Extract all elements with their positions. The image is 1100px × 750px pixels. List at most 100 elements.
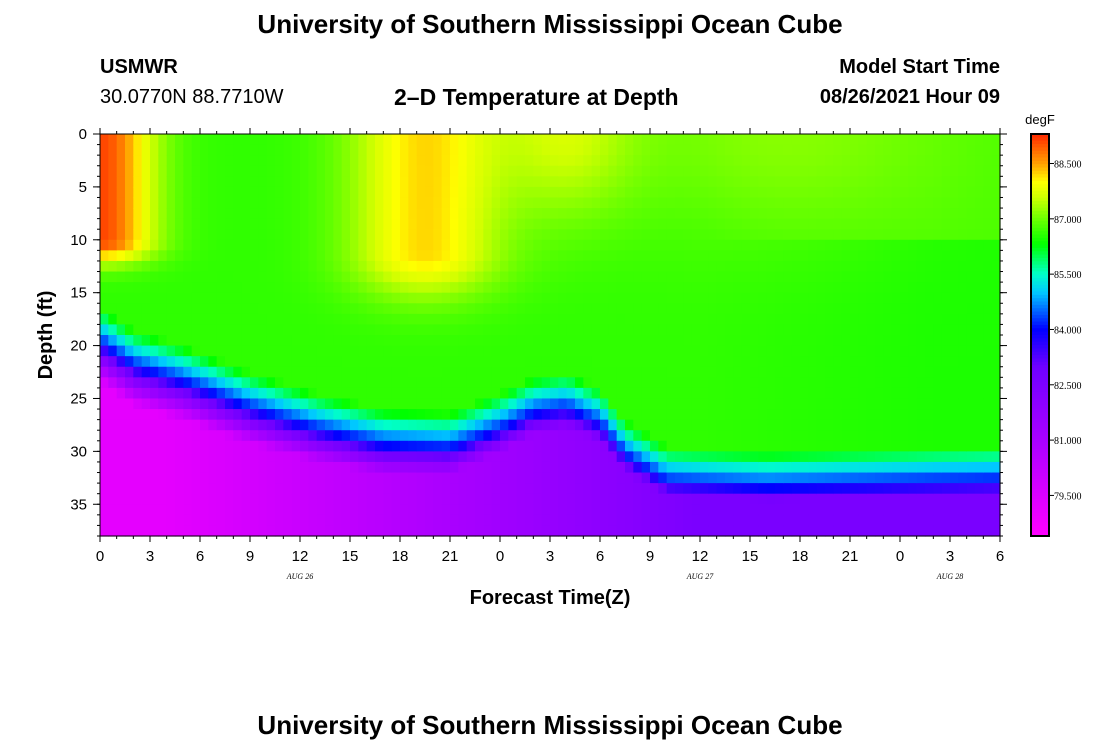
heatmap-cell (558, 335, 568, 347)
heatmap-cell (783, 409, 793, 421)
heatmap-cell (475, 409, 484, 421)
heatmap-cell (766, 398, 776, 410)
heatmap-cell (850, 366, 859, 378)
heatmap-cell (733, 218, 743, 230)
heatmap-cell (566, 483, 576, 495)
heatmap-cell (250, 324, 259, 336)
heatmap-cell (516, 387, 526, 400)
heatmap-cell (916, 292, 926, 304)
heatmap-cell (225, 483, 234, 495)
heatmap-cell (808, 440, 818, 452)
heatmap-cell (483, 387, 493, 400)
heatmap-cell (466, 197, 476, 209)
heatmap-cell (675, 377, 684, 389)
heatmap-cell (358, 451, 368, 463)
heatmap-cell (841, 493, 851, 505)
heatmap-cell (516, 218, 526, 230)
heatmap-cell (316, 324, 326, 336)
heatmap-cell (841, 292, 851, 304)
heatmap-cell (758, 313, 768, 326)
heatmap-cell (900, 250, 909, 262)
heatmap-cell (775, 398, 784, 410)
heatmap-cell (683, 525, 693, 537)
heatmap-cell (250, 493, 259, 505)
heatmap-cell (800, 208, 809, 220)
heatmap-cell (358, 483, 368, 495)
heatmap-cell (208, 134, 218, 146)
heatmap-cell (316, 493, 326, 505)
colorbar-swatch (1031, 492, 1049, 497)
heatmap-cell (441, 472, 451, 484)
heatmap-cell (266, 324, 276, 336)
heatmap-cell (950, 134, 959, 146)
heatmap-cell (750, 472, 759, 484)
heatmap-cell (125, 419, 134, 431)
heatmap-cell (125, 335, 134, 347)
heatmap-cell (341, 208, 351, 220)
heatmap-cell (608, 409, 618, 421)
heatmap-cell (891, 282, 901, 294)
heatmap-cell (441, 250, 451, 262)
heatmap-cell (791, 260, 801, 273)
y-tick-label: 20 (70, 338, 87, 355)
heatmap-cell (283, 356, 293, 368)
heatmap-cell (375, 271, 384, 283)
heatmap-cell (383, 134, 393, 146)
heatmap-cell (183, 324, 193, 336)
heatmap-cell (941, 419, 951, 431)
heatmap-cell (483, 345, 493, 357)
heatmap-cell (341, 504, 351, 516)
heatmap-cell (341, 419, 351, 431)
heatmap-cell (875, 409, 884, 421)
heatmap-cell (541, 250, 551, 262)
heatmap-cell (283, 186, 293, 199)
heatmap-cell (458, 335, 468, 347)
heatmap-cell (650, 335, 659, 347)
heatmap-cell (191, 430, 201, 442)
heatmap-cell (516, 398, 526, 410)
heatmap-cell (508, 292, 518, 304)
heatmap-cell (116, 461, 126, 474)
heatmap-cell (241, 377, 251, 389)
heatmap-cell (225, 398, 234, 410)
heatmap-cell (350, 419, 359, 431)
heatmap-cell (250, 525, 259, 537)
heatmap-cell (841, 366, 851, 378)
heatmap-cell (858, 282, 868, 294)
heatmap-cell (616, 430, 626, 442)
heatmap-cell (141, 250, 151, 262)
heatmap-cell (608, 197, 618, 209)
heatmap-cell (933, 356, 943, 368)
heatmap-cell (508, 155, 518, 167)
heatmap-cell (766, 483, 776, 495)
heatmap-cell (383, 208, 393, 220)
heatmap-cell (100, 239, 109, 251)
heatmap-cell (125, 525, 134, 537)
heatmap-cell (716, 176, 726, 188)
heatmap-cell (100, 186, 109, 199)
heatmap-cell (750, 165, 759, 177)
heatmap-cell (608, 345, 618, 357)
heatmap-cell (225, 313, 234, 326)
heatmap-cell (758, 451, 768, 463)
heatmap-cell (950, 144, 959, 156)
heatmap-cell (683, 366, 693, 378)
heatmap-cell (908, 144, 918, 156)
colorbar-swatch (1031, 522, 1049, 527)
heatmap-cell (100, 493, 109, 505)
heatmap-cell (850, 451, 859, 463)
heatmap-cell (325, 303, 334, 315)
heatmap-cell (716, 165, 726, 177)
heatmap-cell (200, 271, 209, 283)
heatmap-cell (716, 345, 726, 357)
heatmap-cell (333, 292, 343, 304)
heatmap-cell (616, 335, 626, 347)
heatmap-cell (183, 525, 193, 537)
heatmap-cell (833, 345, 843, 357)
heatmap-cell (866, 134, 876, 146)
heatmap-cell (341, 250, 351, 262)
heatmap-cell (700, 366, 709, 378)
heatmap-cell (750, 186, 759, 199)
heatmap-cell (608, 186, 618, 199)
colorbar-swatch (1031, 502, 1049, 507)
